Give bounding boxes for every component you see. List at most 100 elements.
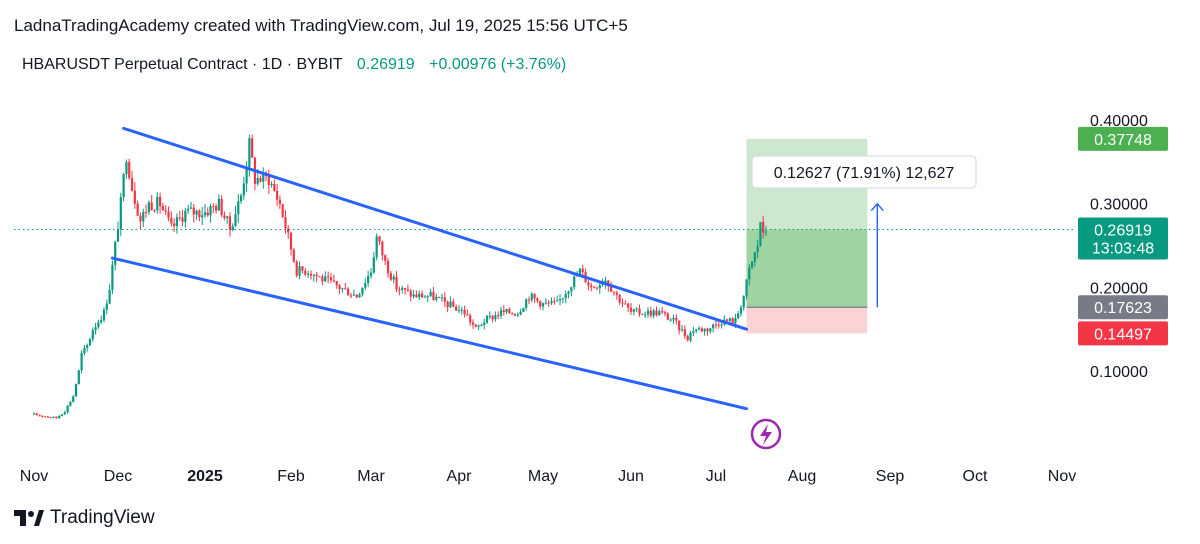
candle — [590, 282, 593, 292]
candle-body — [364, 282, 367, 288]
candle — [460, 306, 463, 315]
candle-body — [550, 301, 553, 304]
candle-body — [312, 274, 315, 276]
price-badge-tp[interactable]: 0.37748 — [1078, 126, 1168, 151]
candle — [195, 209, 198, 220]
candle-body — [41, 415, 44, 417]
y-tick-label: 0.10000 — [1090, 364, 1148, 381]
candle-body — [527, 299, 531, 301]
symbol-header[interactable]: HBARUSDT Perpetual Contract · 1D · BYBIT… — [22, 56, 566, 74]
candle-body — [547, 302, 550, 304]
candle — [395, 270, 398, 293]
candle — [415, 290, 418, 298]
loss-zone[interactable] — [746, 307, 868, 334]
candle-body — [105, 303, 108, 310]
candle — [80, 350, 83, 374]
candle-body — [35, 413, 38, 416]
candle-body — [601, 283, 604, 286]
candle-body — [361, 287, 364, 295]
measure-label[interactable]: 0.12627 (71.91%) 12,627 — [751, 155, 977, 189]
candle-body — [415, 294, 418, 298]
candle — [32, 412, 36, 415]
candle-body — [706, 328, 709, 332]
candle — [666, 311, 669, 321]
candle — [449, 296, 452, 309]
candle — [536, 297, 539, 304]
candle-body — [375, 236, 378, 258]
candle — [72, 394, 75, 403]
candle-body — [259, 177, 262, 182]
candle-body — [655, 310, 658, 316]
candle-body — [692, 331, 695, 333]
candle-body — [52, 416, 55, 418]
candle-body — [491, 315, 494, 320]
price-change: +0.00976 (+3.76%) — [429, 56, 567, 73]
candle — [153, 209, 156, 213]
candle-body — [762, 221, 765, 233]
candle — [367, 270, 370, 287]
candle — [375, 233, 378, 261]
x-tick-label: Jun — [618, 468, 644, 485]
candle-body — [212, 206, 215, 208]
candle — [237, 194, 240, 223]
candle-body — [256, 177, 259, 184]
candle — [764, 225, 768, 236]
candle — [709, 327, 712, 334]
candle — [646, 307, 650, 318]
candle — [483, 318, 486, 330]
candle — [435, 293, 438, 302]
candle — [128, 158, 131, 180]
candle — [553, 297, 556, 305]
candle-body — [108, 290, 111, 304]
candle — [295, 259, 298, 278]
candle — [77, 369, 80, 385]
candle — [38, 414, 41, 417]
candle — [700, 326, 703, 333]
candle-body — [401, 287, 404, 290]
candle — [41, 415, 44, 418]
candle-body — [505, 308, 508, 313]
candle — [756, 239, 759, 259]
candle — [432, 286, 435, 301]
candle — [130, 171, 134, 192]
candle — [381, 240, 384, 261]
x-tick-label: Nov — [1048, 468, 1076, 485]
candle — [253, 156, 257, 191]
candle — [369, 268, 373, 279]
candle — [497, 311, 500, 320]
channel-line-lower[interactable] — [110, 256, 749, 411]
candle-body — [100, 320, 103, 323]
channel-line-upper[interactable] — [122, 126, 749, 331]
overlays[interactable]: 0.12627 (71.91%) 12,627 — [110, 126, 977, 450]
candle — [499, 306, 503, 320]
candle-body — [516, 314, 519, 316]
candle-body — [184, 210, 187, 222]
candle-body — [220, 198, 223, 216]
candle — [418, 290, 421, 301]
candle-body — [321, 276, 324, 282]
candle-body — [457, 310, 461, 312]
candle-body — [463, 309, 466, 315]
candle-body — [438, 296, 441, 298]
price-badge-entry[interactable]: 0.17623 — [1078, 295, 1168, 320]
candle — [753, 251, 756, 267]
lightning-icon[interactable] — [750, 418, 782, 450]
candle-body — [592, 287, 596, 289]
candle-body — [130, 177, 134, 191]
candle — [158, 192, 162, 214]
candle — [46, 416, 50, 419]
candle — [312, 274, 315, 282]
candle-body — [595, 287, 599, 289]
candle — [392, 274, 395, 284]
candle-body — [759, 221, 762, 247]
candle — [298, 261, 301, 280]
tradingview-branding[interactable]: TradingView — [14, 507, 155, 529]
price-badge-sl[interactable]: 0.14497 — [1078, 321, 1168, 346]
candle — [463, 305, 466, 318]
candle — [284, 210, 287, 234]
candle-body — [139, 215, 142, 222]
candle-body — [756, 246, 759, 253]
candle-body — [502, 310, 505, 313]
